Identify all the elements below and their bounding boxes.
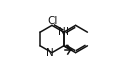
Text: N: N: [58, 27, 65, 37]
Text: N: N: [46, 48, 54, 58]
Text: I: I: [66, 27, 69, 37]
Text: Cl: Cl: [48, 16, 58, 26]
